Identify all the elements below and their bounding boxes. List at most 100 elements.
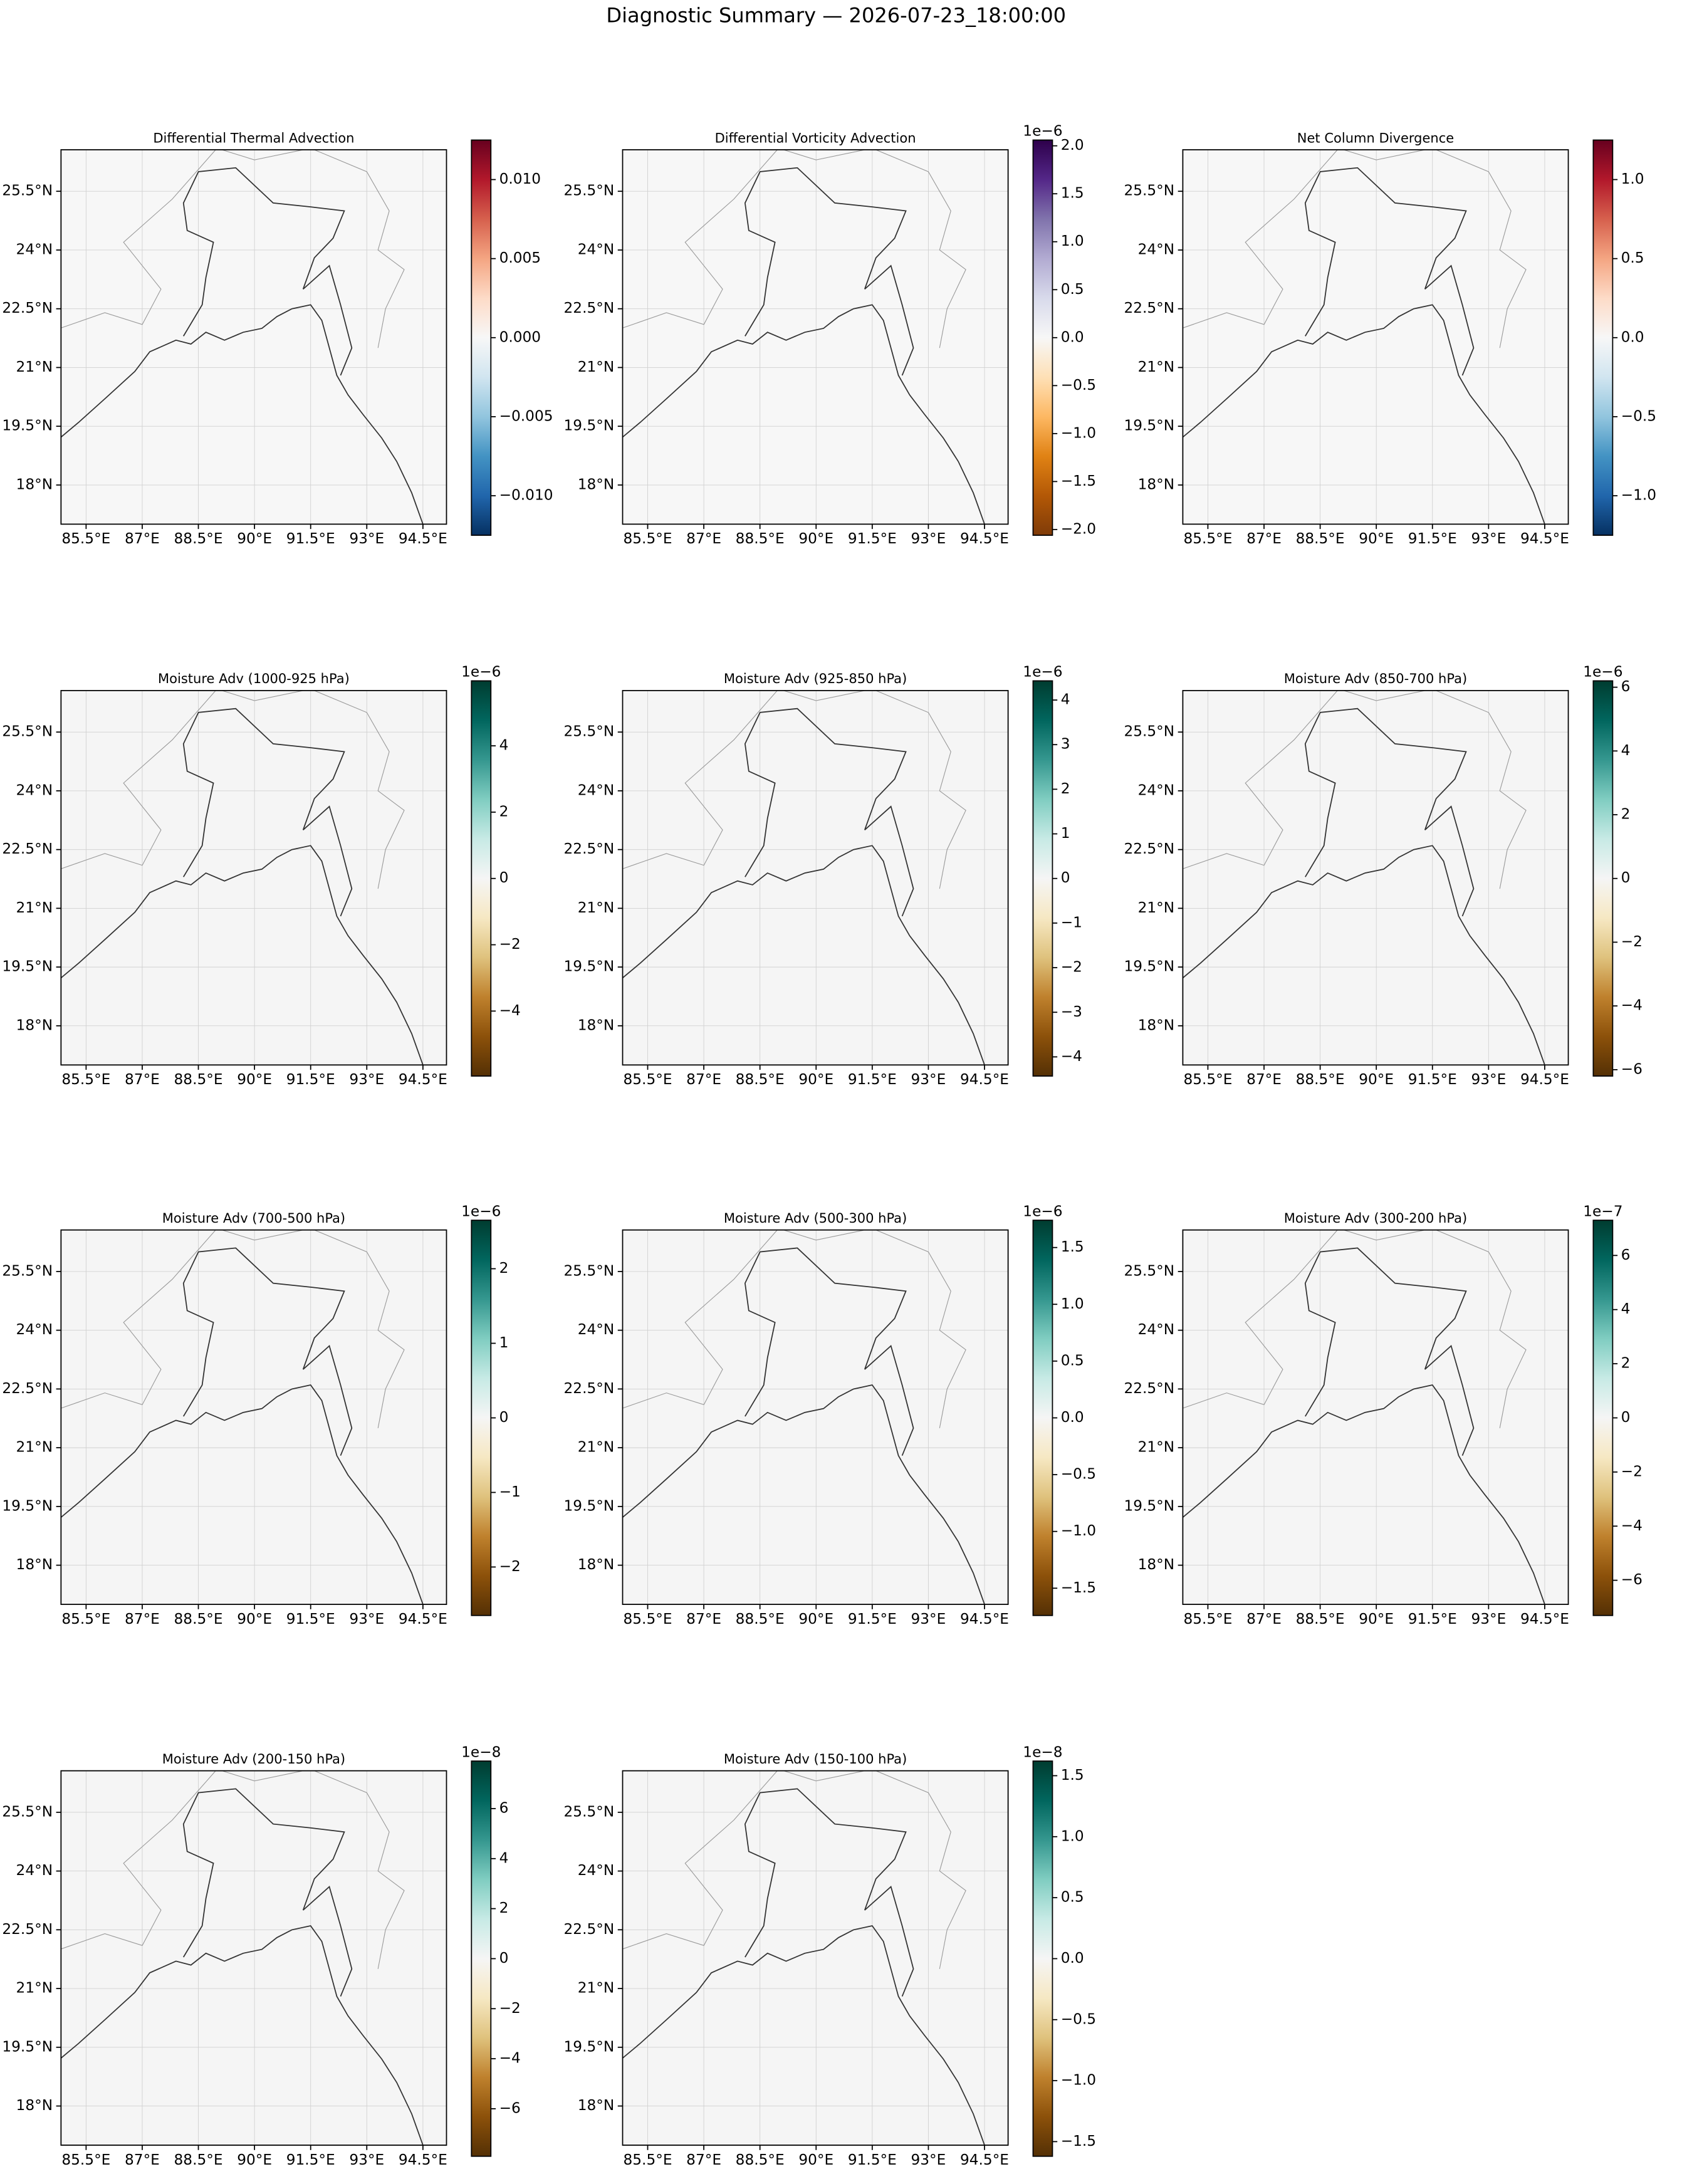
y-tick-label: 19.5°N — [1124, 958, 1174, 975]
x-tick-label: 94.5°E — [1520, 1071, 1569, 1088]
y-tick-label: 21°N — [1138, 358, 1175, 375]
colorbar — [1032, 139, 1053, 536]
panel-title: Moisture Adv (200-150 hPa) — [162, 1751, 345, 1767]
y-tick-label: 21°N — [578, 1980, 615, 1997]
panel: Moisture Adv (200-150 hPa) 85.5°E 87°E 88.5… — [2, 1743, 520, 2168]
map-frame — [622, 690, 1009, 1066]
y-tick-label: 25.5°N — [1124, 1262, 1174, 1279]
colorbar-tick-label: 1.5 — [1061, 1238, 1084, 1255]
country-border — [744, 1788, 914, 1997]
y-tick-label: 18°N — [578, 1556, 615, 1573]
colorbar-tick-label: −1.0 — [1061, 1522, 1096, 1539]
country-border — [1304, 1247, 1475, 1456]
state-boundary — [61, 690, 405, 889]
state-boundary — [622, 690, 966, 889]
colorbar-tick-label: 1.5 — [1061, 1767, 1084, 1784]
panel-title: Moisture Adv (500-300 hPa) — [724, 1210, 907, 1226]
x-tick-label: 90°E — [798, 2151, 833, 2168]
colorbar-tick-label: 1.5 — [1061, 185, 1084, 202]
x-tick-label: 87°E — [1246, 1071, 1282, 1088]
y-tick-label: 22.5°N — [1124, 840, 1174, 857]
x-tick-label: 90°E — [798, 530, 833, 547]
panel-title: Moisture Adv (300-200 hPa) — [1284, 1210, 1467, 1226]
y-tick-label: 21°N — [1138, 1439, 1175, 1456]
colorbar-tick-label: 2 — [499, 1260, 509, 1277]
colorbar-tick-label: 2.0 — [1061, 137, 1084, 154]
coastline — [622, 1384, 985, 1605]
y-tick-label: 19.5°N — [564, 417, 615, 434]
colorbar — [471, 139, 492, 536]
colorbar-tick-label: −2 — [1061, 959, 1082, 976]
map-frame — [622, 1770, 1009, 2146]
colorbar-offset-label: 1e−6 — [1023, 123, 1062, 140]
x-tick-label: 85.5°E — [1183, 1071, 1232, 1088]
map-field — [61, 1770, 447, 2146]
x-tick-label: 94.5°E — [960, 1611, 1009, 1628]
x-tick-label: 93°E — [349, 530, 384, 547]
x-tick-label: 93°E — [349, 1071, 384, 1088]
y-tick-label: 25.5°N — [1124, 723, 1174, 740]
y-tick-label: 18°N — [578, 2097, 615, 2114]
y-tick-label: 22.5°N — [564, 1380, 615, 1397]
map-field — [622, 690, 1008, 1065]
x-tick-label: 85.5°E — [624, 2151, 672, 2168]
colorbar-tick-label: 1.0 — [1621, 170, 1644, 187]
panel: Moisture Adv (1000-925 hPa) 85.5°E 87°E 88.… — [2, 664, 520, 1089]
x-tick-label: 88.5°E — [736, 1071, 785, 1088]
y-tick-label: 18°N — [16, 1016, 53, 1033]
state-boundary — [622, 149, 966, 348]
map-layer — [61, 690, 447, 1065]
colorbar-tick-label: −4 — [499, 1002, 521, 1019]
state-boundary — [61, 149, 405, 348]
x-tick-label: 94.5°E — [960, 1071, 1009, 1088]
colorbar-tick-label: −0.010 — [499, 487, 553, 504]
y-tick-label: 18°N — [16, 2097, 53, 2114]
y-tick-label: 18°N — [16, 476, 53, 493]
y-tick-label: 25.5°N — [2, 1262, 53, 1279]
y-tick-label: 21°N — [578, 358, 615, 375]
country-border — [1304, 167, 1475, 376]
country-border — [744, 167, 914, 376]
colorbar-tick-label: 1.0 — [1061, 1295, 1084, 1312]
panel: Moisture Adv (150-100 hPa) 85.5°E 87°E 88.5… — [564, 1743, 1097, 2168]
coastline — [61, 1925, 424, 2146]
colorbar-tick-label: 0.5 — [1621, 249, 1644, 266]
y-tick-label: 24°N — [1138, 241, 1175, 258]
y-tick-label: 19.5°N — [2, 958, 53, 975]
colorbar-tick-label: 2 — [499, 803, 509, 820]
colorbar — [1592, 1220, 1614, 1616]
x-tick-label: 91.5°E — [286, 530, 335, 547]
x-tick-label: 87°E — [686, 1611, 721, 1628]
map-field — [1183, 690, 1569, 1065]
colorbar-tick-label: 6 — [499, 1799, 509, 1816]
colorbar-tick-label: 0.010 — [499, 170, 541, 187]
y-tick-label: 24°N — [1138, 1321, 1175, 1338]
x-tick-label: 87°E — [686, 1071, 721, 1088]
map-frame — [60, 690, 447, 1066]
colorbar-tick-label: −2.0 — [1061, 520, 1096, 537]
colorbar-offset-label: 1e−6 — [1023, 1203, 1062, 1220]
y-tick-label: 21°N — [16, 358, 53, 375]
x-tick-label: 88.5°E — [174, 530, 223, 547]
colorbar-tick-label: −1.0 — [1061, 2072, 1096, 2089]
colorbar — [471, 1220, 492, 1616]
y-tick-label: 25.5°N — [564, 723, 615, 740]
coastline — [1183, 1384, 1545, 1605]
colorbar-tick-label: −6 — [499, 2099, 521, 2116]
colorbar-tick-label: 1 — [1061, 825, 1070, 842]
y-tick-label: 21°N — [16, 1980, 53, 1997]
x-tick-label: 88.5°E — [736, 530, 785, 547]
y-tick-label: 22.5°N — [2, 1380, 53, 1397]
map-layer — [1183, 149, 1569, 525]
colorbar-offset-label: 1e−8 — [461, 1743, 501, 1760]
y-tick-label: 21°N — [16, 899, 53, 916]
coastline — [1183, 304, 1545, 525]
state-boundary — [61, 1770, 405, 1969]
colorbar-tick-label: 1.0 — [1061, 233, 1084, 249]
panel-title: Moisture Adv (850-700 hPa) — [1284, 671, 1467, 686]
colorbar — [471, 680, 492, 1077]
colorbar — [1592, 680, 1614, 1077]
colorbar — [471, 1760, 492, 2157]
panel: Moisture Adv (700-500 hPa) 85.5°E 87°E 88.5… — [2, 1203, 520, 1628]
colorbar-tick-label: −0.5 — [1061, 377, 1096, 394]
